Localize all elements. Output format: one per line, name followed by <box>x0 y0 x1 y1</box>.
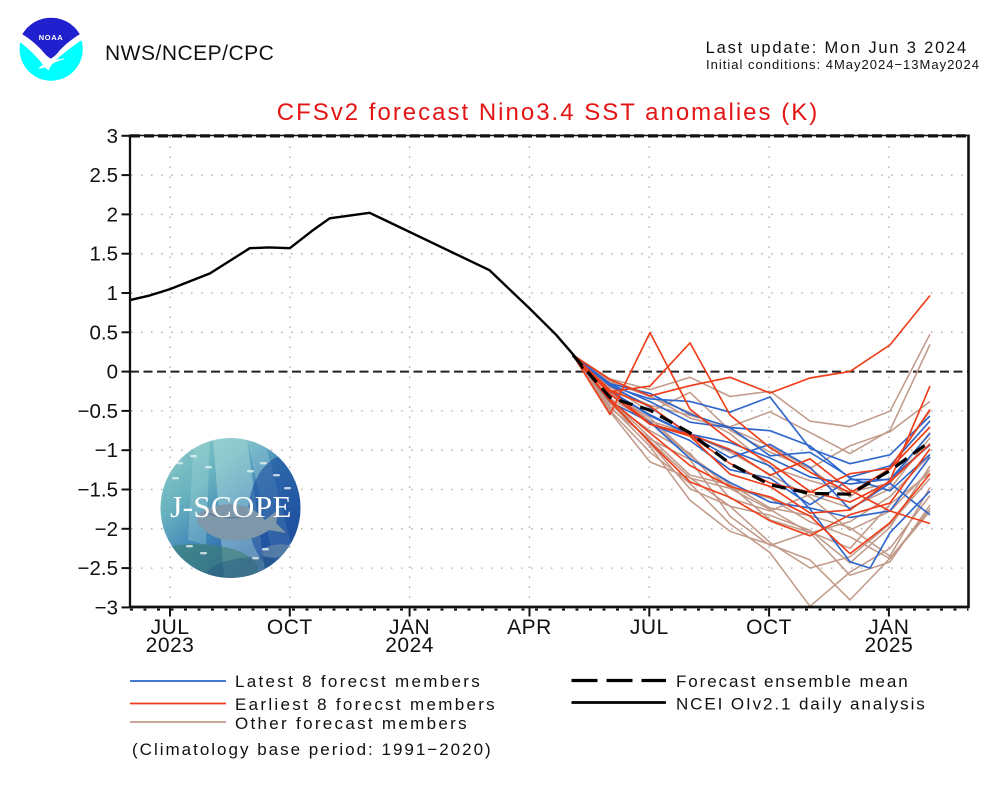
svg-text:2025: 2025 <box>865 634 914 657</box>
svg-text:−3: −3 <box>95 596 118 619</box>
svg-text:2024: 2024 <box>385 634 434 657</box>
svg-text:CFSv2 forecast Nino3.4 SST ano: CFSv2 forecast Nino3.4 SST anomalies (K) <box>277 99 819 126</box>
svg-text:NCEI OIv2.1 daily analysis: NCEI OIv2.1 daily analysis <box>676 695 927 714</box>
svg-text:2: 2 <box>107 203 118 226</box>
svg-text:OCT: OCT <box>746 616 792 639</box>
svg-text:1: 1 <box>107 282 118 305</box>
svg-text:1.5: 1.5 <box>90 243 119 266</box>
svg-text:2023: 2023 <box>146 634 195 657</box>
svg-text:Other forecast members: Other forecast members <box>235 714 469 733</box>
svg-text:(Climatology base period: 1991: (Climatology base period: 1991−2020) <box>132 740 493 759</box>
svg-text:Initial conditions: 4May2024−1: Initial conditions: 4May2024−13May2024 <box>706 57 980 72</box>
svg-text:2.5: 2.5 <box>90 164 119 187</box>
svg-text:Forecast ensemble mean: Forecast ensemble mean <box>676 672 910 691</box>
svg-text:APR: APR <box>507 616 552 639</box>
svg-text:3: 3 <box>107 125 118 148</box>
svg-text:JUL: JUL <box>151 616 190 639</box>
svg-text:−2: −2 <box>95 518 118 541</box>
svg-text:−0.5: −0.5 <box>78 400 118 423</box>
svg-text:−1.5: −1.5 <box>78 479 118 502</box>
svg-text:−1: −1 <box>95 439 118 462</box>
svg-text:−2.5: −2.5 <box>78 557 118 580</box>
svg-text:JUL: JUL <box>630 616 669 639</box>
svg-text:Earliest 8 forecst members: Earliest 8 forecst members <box>235 695 497 714</box>
svg-text:NOAA: NOAA <box>39 33 63 42</box>
svg-text:JAN: JAN <box>389 616 430 639</box>
svg-text:0.5: 0.5 <box>90 321 119 344</box>
svg-text:0: 0 <box>107 361 118 384</box>
svg-text:JAN: JAN <box>868 616 909 639</box>
svg-text:NWS/NCEP/CPC: NWS/NCEP/CPC <box>105 42 274 65</box>
svg-text:J-SCOPE: J-SCOPE <box>170 489 292 524</box>
svg-text:Last update: Mon Jun 3 2024: Last update: Mon Jun 3 2024 <box>706 39 968 57</box>
svg-text:OCT: OCT <box>267 616 313 639</box>
svg-text:Latest 8 forecst members: Latest 8 forecst members <box>235 672 482 691</box>
